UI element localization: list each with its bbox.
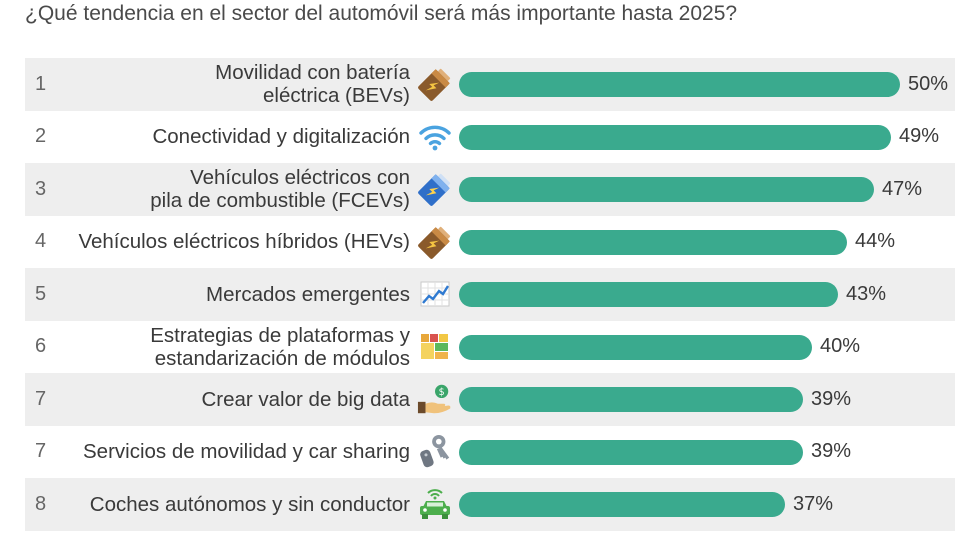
bar-row: 7 Servicios de movilidad y car sharing 39% xyxy=(25,426,955,479)
bar-row: 3 Vehículos eléctricos con pila de combus… xyxy=(25,163,955,216)
connected-car-icon xyxy=(417,478,453,531)
bar xyxy=(459,124,891,150)
category-label: Vehículos eléctricos híbridos (HEVs) xyxy=(78,230,410,254)
rank-number: 7 xyxy=(35,440,47,463)
battery-brown-icon xyxy=(417,216,453,269)
category-label: Crear valor de big data xyxy=(201,387,410,411)
bar xyxy=(459,439,803,465)
value-label: 50% xyxy=(908,72,949,95)
category-label: Vehículos eléctricos con pila de combust… xyxy=(150,166,410,213)
rank-number: 3 xyxy=(35,177,47,200)
rank-number: 7 xyxy=(35,387,47,410)
bar xyxy=(459,229,847,255)
bar-row: 7 Crear valor de big data $39% xyxy=(25,373,955,426)
keys-icon xyxy=(417,426,453,479)
category-label: Servicios de movilidad y car sharing xyxy=(83,440,410,464)
bar-row: 8 Coches autónomos y sin conductor 37% xyxy=(25,478,955,531)
chart-trend-icon xyxy=(417,268,453,321)
rank-number: 5 xyxy=(35,282,47,305)
bar xyxy=(459,72,900,97)
blocks-icon xyxy=(417,321,453,374)
bar xyxy=(459,387,803,412)
bar xyxy=(459,177,874,202)
value-label: 39% xyxy=(811,387,852,410)
rank-number: 2 xyxy=(35,125,47,148)
rank-number: 6 xyxy=(35,335,47,358)
value-label: 47% xyxy=(882,177,923,200)
rank-number: 8 xyxy=(35,492,47,515)
money-hand-icon: $ xyxy=(417,373,453,426)
value-label: 43% xyxy=(846,282,887,305)
rank-number: 1 xyxy=(35,72,47,95)
value-label: 39% xyxy=(811,440,852,463)
rank-number: 4 xyxy=(35,230,47,253)
bar-row: 4 Vehículos eléctricos híbridos (HEVs) 44% xyxy=(25,216,955,269)
bar-row: 2 Conectividad y digitalización 49% xyxy=(25,111,955,164)
battery-brown-icon xyxy=(417,58,453,111)
battery-blue-icon xyxy=(417,163,453,216)
bar-row: 1 Movilidad con batería eléctrica (BEVs) 5… xyxy=(25,58,955,111)
value-label: 40% xyxy=(820,335,861,358)
category-label: Mercados emergentes xyxy=(206,282,410,306)
category-label: Estrategias de plataformas y estandariza… xyxy=(150,323,410,370)
bar xyxy=(459,492,785,517)
bar-row: 5 Mercados emergentes 43% xyxy=(25,268,955,321)
bar-row: 6 Estrategias de plataformas y estandariz… xyxy=(25,321,955,374)
wifi-icon xyxy=(417,111,453,164)
bar xyxy=(459,282,838,307)
category-label: Coches autónomos y sin conductor xyxy=(89,492,410,516)
value-label: 44% xyxy=(855,230,896,253)
svg-text:$: $ xyxy=(439,387,445,398)
bar-chart: 1 Movilidad con batería eléctrica (BEVs) 5… xyxy=(25,58,955,531)
value-label: 37% xyxy=(793,492,834,515)
value-label: 49% xyxy=(899,125,940,148)
chart-title: ¿Qué tendencia en el sector del automóvi… xyxy=(25,2,738,25)
category-label: Movilidad con batería eléctrica (BEVs) xyxy=(215,61,410,108)
category-label: Conectividad y digitalización xyxy=(152,125,410,149)
bar xyxy=(459,334,812,360)
